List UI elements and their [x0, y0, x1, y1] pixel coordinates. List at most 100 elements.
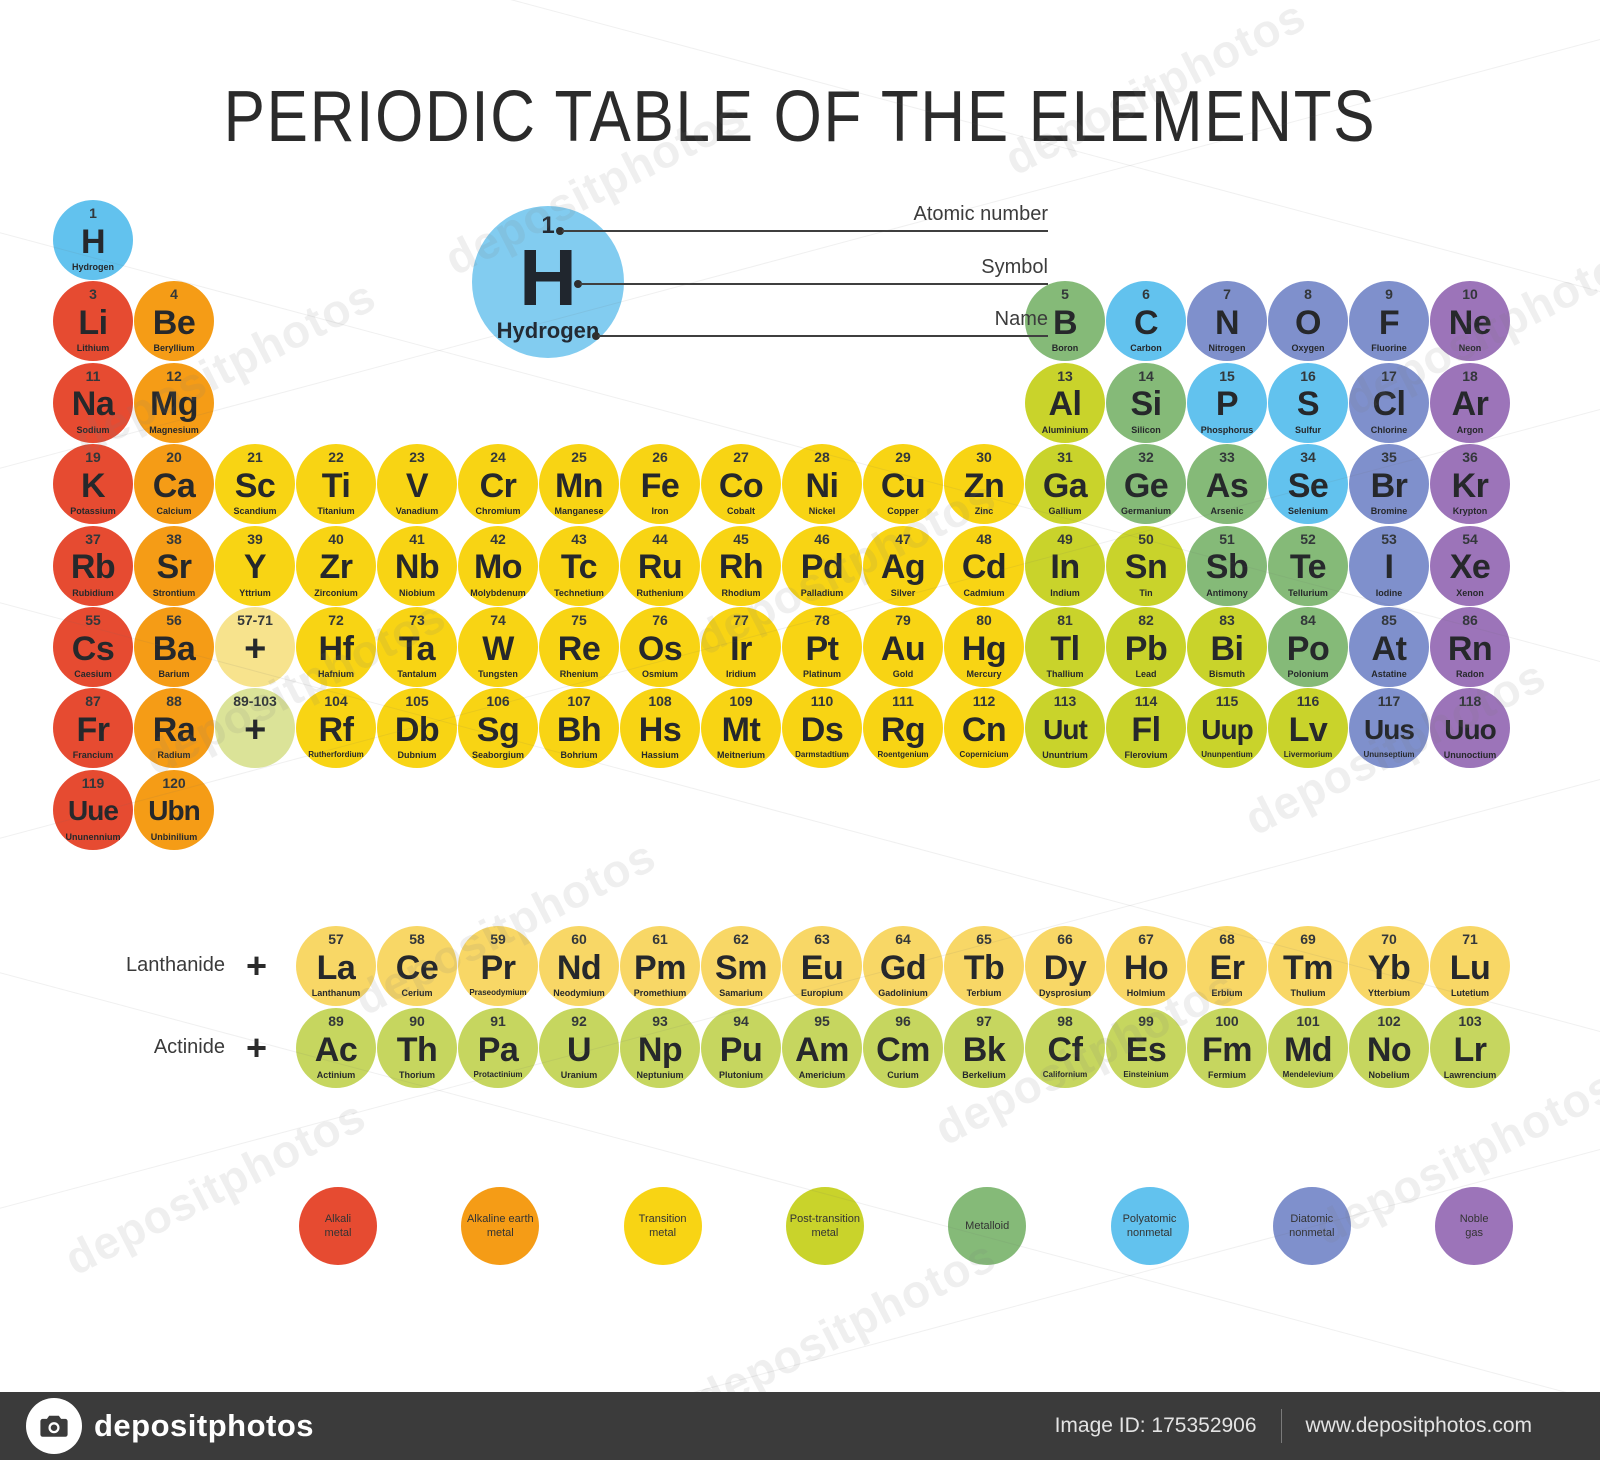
element-symbol: Ac — [314, 1030, 358, 1069]
element-name: Bromine — [1370, 506, 1408, 517]
element-tile-as: 33 As Arsenic — [1187, 444, 1267, 525]
element-symbol: As — [1205, 466, 1249, 505]
element-name: Nitrogen — [1208, 343, 1246, 354]
element-symbol: Bk — [962, 1030, 1006, 1069]
key-callout-line — [562, 230, 1048, 232]
atomic-number: 33 — [1219, 449, 1235, 466]
element-name: Technetium — [554, 587, 604, 598]
element-tile-i: 53 I Iodine — [1349, 525, 1429, 606]
element-symbol: Dy — [1043, 948, 1087, 987]
element-tile-tm: 69 Tm Thulium — [1268, 926, 1348, 1006]
element-name: Bismuth — [1209, 669, 1245, 679]
key-label-atomic-number: Atomic number — [913, 203, 1049, 225]
element-symbol: Cf — [1047, 1030, 1083, 1069]
element-symbol: Pd — [800, 548, 844, 587]
brand-logo-text: depositphotos — [94, 1408, 315, 1443]
element-tile-ar: 18 Ar Argon — [1430, 362, 1510, 443]
element-symbol: Tb — [963, 948, 1005, 987]
element-name: Chlorine — [1370, 424, 1408, 435]
atomic-number: 42 — [490, 530, 506, 547]
element-symbol: Hs — [638, 710, 682, 749]
element-symbol: At — [1371, 629, 1407, 668]
element-name: Nickel — [808, 506, 836, 517]
element-tile-np: 93 Np Neptunium — [620, 1008, 700, 1088]
atomic-number: 45 — [733, 530, 749, 547]
element-symbol: Uup — [1201, 713, 1253, 745]
element-tile-ga: 31 Ga Gallium — [1025, 444, 1105, 525]
atomic-number: 88 — [166, 693, 182, 710]
element-tile-es: 99 Es Einsteinium — [1106, 1008, 1186, 1088]
element-name: Praseodymium — [469, 988, 527, 997]
element-name: Hassium — [641, 750, 679, 761]
lanthanide-row-label: Lanthanide — [126, 954, 225, 976]
element-symbol: Lv — [1288, 710, 1328, 749]
element-symbol: Pu — [719, 1030, 763, 1069]
element-symbol: Mn — [554, 466, 604, 505]
element-symbol: Ba — [152, 629, 196, 668]
atomic-number: 25 — [571, 449, 587, 466]
element-symbol: Ag — [880, 548, 926, 587]
atomic-number: 100 — [1215, 1013, 1239, 1029]
element-tile-ag: 47 Ag Silver — [863, 525, 943, 606]
element-name: Cobalt — [727, 506, 755, 517]
element-name: Flerovium — [1124, 750, 1168, 761]
key-label-name: Name — [994, 308, 1048, 330]
element-symbol: Bi — [1210, 629, 1245, 668]
legend-label-line: Noble — [1459, 1212, 1489, 1225]
legend-alkali: Alkali metal — [299, 1187, 377, 1265]
element-symbol: B — [1052, 303, 1078, 342]
element-tile-y: 39 Y Yttrium — [215, 525, 295, 606]
element-tile-pr: 59 Pr Praseodymium — [458, 926, 538, 1006]
atomic-number: 67 — [1138, 931, 1154, 947]
atomic-number: 11 — [85, 367, 101, 384]
element-tile-pa: 91 Pa Protactinium — [458, 1008, 538, 1088]
atomic-number: 75 — [571, 612, 587, 628]
atomic-number: 79 — [895, 612, 911, 628]
atomic-number: 63 — [814, 931, 830, 947]
element-name: Caesium — [74, 669, 112, 679]
element-name: Promethium — [633, 988, 687, 998]
atomic-number: 81 — [1057, 612, 1073, 628]
legend-label-line: Alkaline earth — [466, 1212, 534, 1225]
element-name: Americium — [798, 1070, 846, 1080]
element-name: Astatine — [1371, 669, 1407, 679]
key-dot — [556, 227, 564, 235]
element-tile-be: 4 Be Beryllium — [134, 281, 214, 362]
element-name: Silicon — [1131, 424, 1161, 435]
atomic-number: 101 — [1296, 1013, 1320, 1029]
element-tile-uuo: 118 Uuo Ununoctium — [1430, 688, 1510, 769]
element-symbol: F — [1378, 303, 1400, 342]
atomic-number: 76 — [652, 612, 668, 628]
element-name: Xenon — [1456, 587, 1484, 598]
element-name: Ytterbium — [1367, 988, 1410, 998]
element-tile-n: 7 N Nitrogen — [1187, 281, 1267, 362]
atomic-number: 26 — [652, 449, 668, 466]
image-id-text: Image ID: 175352906 — [1054, 1414, 1257, 1437]
element-name: Rhodium — [721, 587, 761, 598]
atomic-number: 103 — [1458, 1013, 1482, 1029]
element-symbol: Am — [795, 1030, 849, 1069]
element-tile-ti: 22 Ti Titanium — [296, 444, 376, 525]
atomic-number: 102 — [1377, 1013, 1401, 1029]
atomic-number: 85 — [1381, 612, 1397, 628]
atomic-number: 55 — [85, 612, 101, 628]
atomic-number: 99 — [1138, 1013, 1154, 1029]
element-tile-cf: 98 Cf Californium — [1025, 1008, 1105, 1088]
atomic-number: 113 — [1053, 693, 1077, 710]
key-callout-line — [580, 283, 1048, 285]
element-name: Oxygen — [1291, 343, 1325, 354]
atomic-number: 50 — [1138, 530, 1154, 547]
element-name: Lanthanum — [311, 988, 361, 998]
element-name: Lithium — [76, 343, 110, 354]
camera-icon — [26, 1398, 82, 1454]
atomic-number: 119 — [81, 774, 105, 791]
element-name: Holmium — [1126, 988, 1166, 998]
element-symbol: Ir — [730, 629, 752, 668]
element-symbol: Nb — [394, 548, 440, 587]
key-callout-line — [598, 335, 1048, 337]
atomic-number: 21 — [247, 449, 263, 466]
element-name: Iodine — [1375, 587, 1403, 598]
element-symbol: Th — [396, 1030, 438, 1069]
element-name: Silver — [890, 587, 916, 598]
atomic-number: 92 — [571, 1013, 587, 1029]
